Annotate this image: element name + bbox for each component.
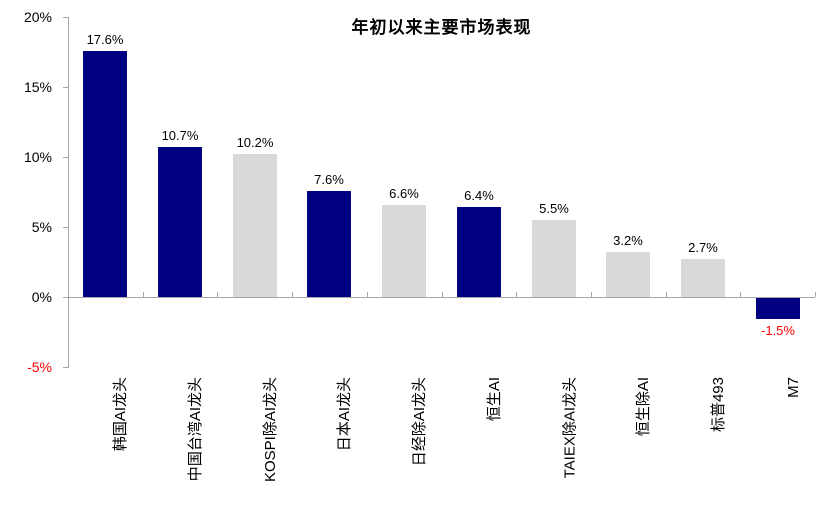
x-axis-tick (666, 292, 667, 297)
category-label: 标普493 (710, 377, 727, 433)
category-label: 日本AI龙头 (336, 377, 353, 452)
bar-value-label: 10.7% (161, 128, 199, 143)
x-axis-tick (217, 292, 218, 297)
y-tick-label: 5% (31, 219, 52, 235)
y-axis-tick (63, 297, 68, 298)
bar (681, 259, 725, 297)
x-axis-tick (815, 292, 816, 297)
bar (158, 147, 202, 297)
x-axis-tick (143, 292, 144, 297)
bar-value-label: 17.6% (86, 32, 124, 47)
bar (532, 220, 576, 297)
bar-value-label: -1.5% (761, 323, 795, 338)
y-tick-label: -5% (27, 359, 52, 375)
x-axis-tick (740, 292, 741, 297)
bar (382, 205, 426, 297)
x-axis-tick (591, 292, 592, 297)
bar-value-label: 6.4% (464, 188, 494, 203)
category-label: KOSPI除AI龙头 (262, 377, 279, 483)
category-label: 恒生AI (486, 377, 503, 422)
y-tick-label: 10% (23, 149, 52, 165)
x-axis-line (68, 297, 815, 298)
bar (606, 252, 650, 297)
bar-value-label: 7.6% (314, 172, 344, 187)
category-label: 中国台湾AI龙头 (187, 377, 204, 482)
category-label: 韩国AI龙头 (112, 377, 129, 452)
bar (83, 51, 127, 297)
y-tick-label: 20% (23, 9, 52, 25)
y-axis-line (68, 17, 69, 368)
category-label: 日经除AI龙头 (411, 377, 428, 467)
bar-value-label: 2.7% (688, 240, 718, 255)
x-axis-tick (292, 292, 293, 297)
x-axis-tick (442, 292, 443, 297)
bar (307, 191, 351, 297)
bar-value-label: 5.5% (539, 201, 569, 216)
bar (756, 298, 800, 319)
bar (233, 154, 277, 297)
y-axis-tick (63, 87, 68, 88)
y-axis-tick (63, 227, 68, 228)
y-axis-tick (63, 17, 68, 18)
bar (457, 207, 501, 297)
category-label: M7 (785, 377, 802, 398)
y-axis-tick (63, 157, 68, 158)
bar-value-label: 3.2% (613, 233, 643, 248)
y-tick-label: 15% (23, 79, 52, 95)
bar-value-label: 6.6% (389, 186, 419, 201)
chart-title: 年初以来主要市场表现 (351, 18, 532, 37)
category-label: TAIEX除AI龙头 (561, 377, 578, 479)
bar-value-label: 10.2% (236, 135, 274, 150)
y-axis-tick (63, 367, 68, 368)
x-axis-tick (367, 292, 368, 297)
category-label: 恒生除AI (635, 377, 652, 437)
y-tick-label: 0% (31, 289, 52, 305)
x-axis-tick (516, 292, 517, 297)
